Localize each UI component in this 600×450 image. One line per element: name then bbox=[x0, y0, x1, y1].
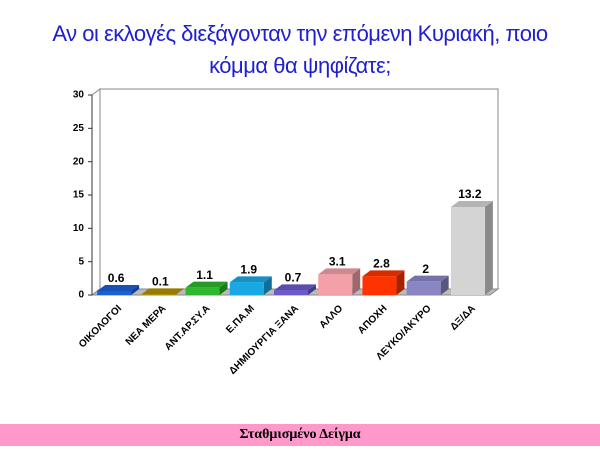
x-tick-label: ΝΕΑ ΜΕΡΑ bbox=[124, 303, 169, 348]
side-wall bbox=[91, 88, 101, 296]
y-tick-label: 0 bbox=[78, 290, 84, 301]
bar-top bbox=[229, 276, 272, 283]
value-label: 1.9 bbox=[240, 263, 257, 277]
y-tick-label: 20 bbox=[73, 156, 85, 167]
x-tick-label: ΔΞ/ΔΑ bbox=[448, 303, 478, 333]
x-tick-label: ΑΠΟΧΗ bbox=[356, 303, 389, 336]
value-label: 2.8 bbox=[373, 257, 390, 271]
footer: Σταθμισμένο Δείγμα bbox=[0, 424, 600, 446]
back-wall bbox=[99, 88, 499, 290]
bar-top bbox=[141, 288, 184, 295]
y-tick-label: 25 bbox=[73, 123, 85, 134]
y-tick-label: 5 bbox=[78, 256, 84, 267]
bar-top bbox=[362, 270, 405, 277]
x-tick-label: ΟΙΚΟΛΟΓΟΙ bbox=[77, 303, 124, 350]
value-label: 13.2 bbox=[458, 187, 482, 201]
chart-title: Αν οι εκλογές διεξάγονταν την επόμενη Κυ… bbox=[52, 21, 548, 78]
value-label: 1.1 bbox=[196, 268, 213, 282]
value-label: 0.1 bbox=[152, 275, 169, 289]
bar-side bbox=[440, 275, 449, 295]
bar bbox=[450, 207, 485, 295]
value-label: 2 bbox=[422, 262, 429, 276]
bar-side bbox=[308, 284, 316, 295]
bar-top bbox=[406, 275, 449, 282]
bar-side bbox=[131, 285, 140, 295]
bar-top bbox=[97, 285, 140, 291]
bar bbox=[274, 290, 308, 295]
bar-top bbox=[450, 201, 493, 207]
bar bbox=[185, 287, 220, 295]
bar-top bbox=[318, 268, 361, 275]
bar-side bbox=[175, 288, 184, 295]
bar bbox=[141, 294, 176, 295]
bar-side bbox=[352, 268, 361, 295]
bar bbox=[229, 282, 264, 295]
y-tick-label: 10 bbox=[73, 223, 85, 234]
x-tick-label: ΑΝΤ.ΑΡ.ΣΥ.Α bbox=[163, 303, 213, 353]
bar bbox=[97, 291, 132, 295]
value-label: 3.1 bbox=[329, 255, 346, 269]
x-tick-label: Ε.ΠΑ.Μ bbox=[224, 303, 257, 336]
bar bbox=[406, 281, 441, 295]
y-tick-label: 30 bbox=[73, 90, 85, 101]
y-tick-label: 15 bbox=[73, 190, 85, 201]
bar bbox=[362, 276, 397, 295]
bar-side bbox=[219, 281, 228, 295]
bar-top bbox=[274, 284, 316, 291]
value-label: 0.7 bbox=[285, 271, 302, 285]
bar-side bbox=[396, 270, 405, 295]
x-tick-label: ΑΛΛΟ bbox=[318, 303, 346, 331]
bar-side bbox=[263, 276, 272, 295]
bar bbox=[318, 274, 353, 295]
value-label: 0.6 bbox=[108, 271, 125, 285]
bar-top bbox=[185, 281, 228, 288]
bar-side bbox=[484, 201, 493, 295]
